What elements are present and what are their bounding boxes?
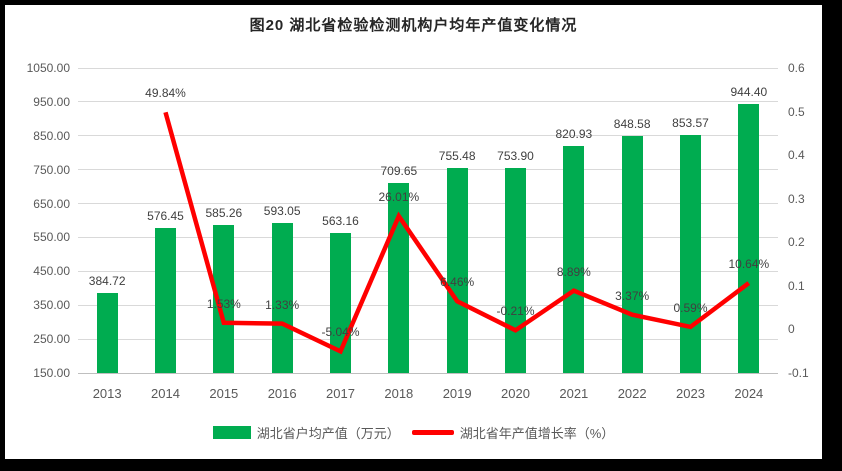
y-axis-label-right: 0.3: [788, 191, 805, 206]
bar-2021: [563, 145, 585, 373]
bar-value-label: 384.72: [88, 274, 126, 289]
x-axis-label: 2015: [209, 386, 239, 401]
growth-value-label: 6.46%: [440, 275, 475, 290]
bar-value-label: 853.57: [672, 115, 709, 130]
bar-value-label: 755.48: [438, 148, 476, 163]
chart-title: 图20 湖北省检验检测机构户均年产值变化情况: [249, 17, 578, 34]
legend-item-bar: 湖北省户均产值（万元）: [212, 423, 400, 442]
bar-value-label: 593.05: [263, 203, 301, 218]
bar-2014: [155, 228, 176, 373]
gridline: [78, 101, 778, 103]
x-axis-label: 2013: [92, 386, 122, 401]
bar-2017: [330, 232, 351, 373]
growth-value-label: -0.21%: [496, 304, 535, 319]
growth-value-label: 1.53%: [206, 296, 241, 311]
y-axis-label-right: -0.1: [788, 366, 809, 380]
bar-2018: [388, 183, 410, 373]
x-axis-label: 2016: [267, 386, 297, 401]
x-axis-label: 2014: [151, 386, 180, 401]
bar-2013: [96, 293, 118, 373]
x-axis-label: 2023: [676, 386, 705, 401]
bar-2024: [738, 103, 760, 373]
gridline: [78, 67, 778, 69]
bar-2019: [446, 167, 468, 373]
y-axis-label-left: 1050.00: [26, 61, 70, 75]
growth-value-label: 3.37%: [615, 288, 650, 303]
y-axis-label-left: 550.00: [33, 230, 70, 245]
y-axis-label-left: 750.00: [33, 162, 70, 177]
growth-value-label: 49.84%: [145, 86, 186, 101]
bar-value-label: 820.93: [555, 126, 593, 141]
y-axis-label-left: 850.00: [33, 128, 70, 143]
bar-value-label: 944.40: [730, 84, 768, 99]
x-axis-label: 2019: [442, 386, 472, 401]
chart-canvas: 图20 湖北省检验检测机构户均年产值变化情况 湖北省户均产值（万元） 湖北省年产…: [5, 5, 822, 459]
bar-value-label: 848.58: [613, 117, 651, 132]
x-axis-line: [78, 372, 778, 374]
growth-value-label: 8.89%: [556, 264, 591, 279]
gridline: [78, 270, 778, 272]
gridline: [78, 135, 778, 137]
legend-bar-swatch-icon: [212, 426, 251, 439]
growth-value-label: -5.04%: [321, 325, 360, 340]
y-axis-label-right: 0: [788, 322, 795, 337]
y-axis-label-left: 650.00: [33, 196, 70, 211]
x-axis-label: 2017: [326, 386, 355, 401]
x-axis-label: 2020: [501, 386, 530, 401]
growth-value-label: 10.64%: [728, 257, 770, 272]
y-axis-label-right: 0.6: [788, 61, 805, 75]
legend-item-line: 湖北省年产值增长率（%）: [411, 423, 615, 442]
bar-value-label: 753.90: [497, 149, 534, 164]
growth-value-label: 1.33%: [265, 297, 300, 312]
bar-value-label: 585.26: [205, 206, 243, 221]
bar-value-label: 563.16: [322, 213, 359, 228]
x-axis-label: 2021: [559, 386, 589, 401]
growth-value-label: 0.59%: [673, 300, 708, 315]
legend-label-bar: 湖北省户均产值（万元）: [256, 426, 400, 441]
gridline: [78, 338, 778, 340]
x-axis-label: 2018: [384, 386, 414, 401]
y-axis-label-left: 450.00: [33, 264, 70, 279]
bar-2022: [621, 136, 643, 373]
bar-2023: [680, 134, 701, 373]
y-axis-label-left: 950.00: [33, 94, 70, 109]
x-axis-label: 2024: [734, 386, 764, 401]
legend: 湖北省户均产值（万元） 湖北省年产值增长率（%）: [5, 423, 822, 442]
y-axis-label-right: 0.4: [788, 148, 805, 163]
y-axis-label-right: 0.2: [788, 235, 805, 250]
bar-value-label: 709.65: [380, 164, 418, 179]
y-axis-label-left: 150.00: [33, 366, 70, 380]
y-axis-label-left: 250.00: [33, 332, 70, 347]
legend-label-line: 湖北省年产值增长率（%）: [459, 426, 615, 441]
gridline: [78, 236, 778, 238]
y-axis-label-right: 0.1: [788, 278, 805, 293]
bar-value-label: 576.45: [147, 209, 184, 224]
x-axis-label: 2022: [617, 386, 647, 401]
legend-line-swatch-icon: [411, 430, 454, 435]
bar-2020: [505, 168, 526, 373]
y-axis-label-right: 0.5: [788, 104, 805, 119]
y-axis-label-left: 350.00: [33, 298, 70, 313]
growth-value-label: 26.01%: [378, 190, 420, 205]
